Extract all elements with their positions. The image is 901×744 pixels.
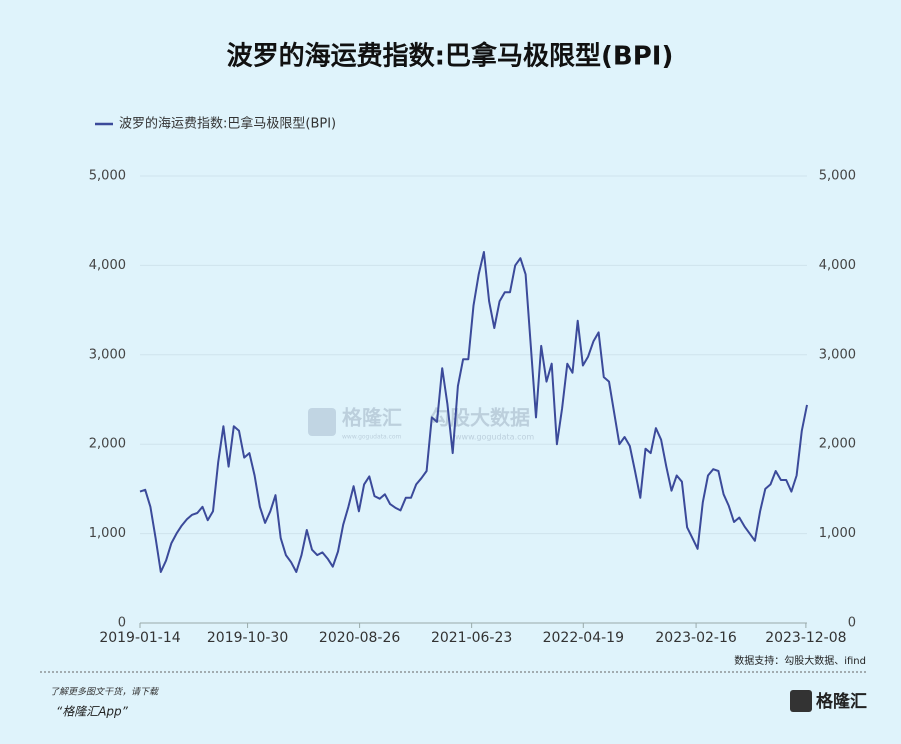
y-tick-label: 5,000 [89, 169, 126, 184]
x-tick-label: 2021-06-23 [431, 630, 512, 646]
x-tick-label: 2023-02-16 [655, 630, 736, 646]
watermark-text: www.gogudata.com [455, 433, 534, 442]
y-tick-label: 2,000 [89, 437, 126, 452]
y-tick-label: 1,000 [89, 526, 126, 541]
watermark-text: www.gogudata.com [342, 434, 402, 441]
chart-title: 波罗的海运费指数:巴拿马极限型(BPI) [227, 41, 674, 72]
y2-tick-label: 2,000 [819, 437, 856, 452]
y2-tick-label: 3,000 [819, 347, 856, 362]
watermark-text: 勾股大数据 [430, 406, 530, 430]
x-tick-label: 2020-08-26 [319, 630, 400, 646]
x-tick-label: 2019-10-30 [207, 630, 288, 646]
watermark: 格隆汇 www.gogudata.com 勾股大数据 www.gogudata.… [308, 406, 534, 442]
x-tick-label: 2019-01-14 [99, 630, 180, 646]
footer-text: “格隆汇App” [56, 705, 129, 719]
footer-logo-icon [790, 690, 812, 712]
y2-tick-label: 1,000 [819, 526, 856, 541]
y-tick-label: 4,000 [89, 258, 126, 273]
source: 数据支持：勾股大数据、ifind [734, 654, 866, 667]
line-series [139, 251, 808, 573]
footer-logo: 格隆汇 [816, 691, 867, 712]
legend-label: 波罗的海运费指数:巴拿马极限型(BPI) [119, 116, 336, 132]
watermark-text: 格隆汇 [342, 406, 402, 430]
watermark-icon [308, 408, 336, 436]
y-tick-label: 0 [118, 616, 126, 631]
x-tick-label: 2023-12-08 [765, 630, 846, 646]
y-tick-label: 3,000 [89, 347, 126, 362]
y2-tick-label: 5,000 [819, 169, 856, 184]
y2-tick-label: 0 [848, 616, 856, 631]
x-tick-label: 2022-04-19 [543, 630, 624, 646]
y2-tick-label: 4,000 [819, 258, 856, 273]
footer-text: 了解更多图文干货，请下载 [50, 687, 159, 698]
